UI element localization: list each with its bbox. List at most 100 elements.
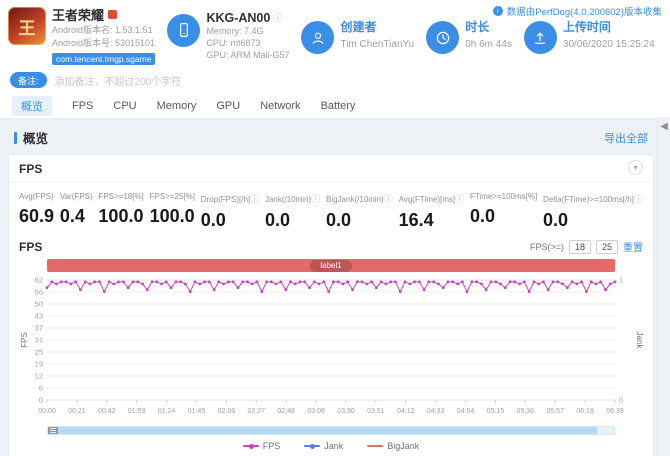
app-name: 王者荣耀: [52, 8, 105, 24]
banner-label: label1: [310, 259, 352, 272]
stat-value: 60.9: [19, 206, 55, 226]
device-model: KKG-AN00: [206, 10, 271, 25]
y-axis-tick-label: 50: [35, 300, 43, 309]
x-axis-tick-label: 04:54: [457, 408, 475, 415]
right-collapse-rail: ◀: [657, 117, 670, 456]
app-info-block: 王 王者荣耀 Android版本名: 1.53.1.51 Android版本号:…: [8, 5, 156, 66]
tab-memory[interactable]: Memory: [156, 99, 197, 112]
fps-chart-area: 62 56 50 43 37 31 25 19 12 6 0 1 0 00:00 00:21 00:42 01:…: [9, 274, 653, 424]
note-input[interactable]: 添加备注，不超过200个字符: [54, 76, 182, 88]
stat-value: 100.0: [98, 206, 144, 226]
chart-legend: FPS Jank BigJank: [9, 435, 653, 456]
y-axis-tick-label: 43: [35, 312, 43, 321]
scrollbar-handle[interactable]: [58, 427, 598, 434]
tab-gpu[interactable]: GPU: [216, 99, 241, 112]
legend-bigjank[interactable]: BigJank: [367, 441, 419, 451]
y-axis-tick-label: 62: [35, 276, 43, 285]
tab-network[interactable]: Network: [260, 99, 301, 112]
x-axis-tick-label: 05:15: [487, 408, 505, 415]
y-axis-tick-label: 12: [35, 372, 43, 381]
legend-fps[interactable]: FPS: [242, 441, 281, 451]
collect-info: i 数据由PerfDog(4.0.200602)版本收集: [492, 4, 662, 18]
x-axis-tick-label: 00:42: [98, 408, 116, 415]
stat-label: Drop(FPS)[/h]ⓘ: [200, 194, 260, 204]
reset-link[interactable]: 重置: [623, 243, 643, 254]
info-icon[interactable]: ⓘ: [633, 194, 643, 204]
collapse-chevron-icon[interactable]: ▾: [628, 160, 643, 175]
stat-value: 0.0: [264, 210, 290, 230]
tab-fps[interactable]: FPS: [72, 99, 94, 112]
legend-marker-icon: [304, 443, 321, 449]
stat-label: Var(FPS): [59, 192, 93, 201]
x-axis-tick-label: 02:06: [218, 408, 236, 415]
stat-label: BigJank(/10min)ⓘ: [326, 194, 393, 204]
y-axis-tick-label: 0: [39, 396, 43, 405]
fps-card-title: FPS: [19, 162, 43, 176]
x-axis-tick-label: 04:12: [397, 408, 415, 415]
legend-label: FPS: [262, 441, 281, 451]
y-axis-tick-label: 6: [39, 384, 43, 393]
collect-info-text: 数据由PerfDog(4.0.200602)版本收集: [506, 7, 662, 18]
section-title: 概览: [23, 132, 49, 146]
legend-jank[interactable]: Jank: [304, 441, 343, 451]
app-icon: 王: [8, 7, 46, 46]
x-axis-tick-label: 05:57: [546, 408, 564, 415]
stat-value: 0.4: [59, 206, 85, 226]
info-icon[interactable]: ⓘ: [311, 194, 321, 204]
stat-bigjank-10min: BigJank(/10min)ⓘ 0.0: [326, 192, 393, 231]
stat-label: FPS>=18[%]: [98, 192, 144, 201]
legend-marker-icon: [367, 445, 384, 447]
section-accent-bar: [14, 131, 17, 144]
clock-icon: [426, 21, 460, 54]
x-axis-tick-label: 01:03: [128, 408, 146, 415]
scrollbar-grip-icon[interactable]: [48, 427, 58, 434]
fps-chart-title: FPS: [19, 239, 43, 254]
collapse-left-arrow-icon[interactable]: ◀: [660, 121, 668, 132]
stat-ftime-100ms: FTime>=100ms[%] 0.0: [470, 192, 537, 231]
chart-annotation-banner: label1: [47, 259, 615, 272]
x-axis-tick-label: 01:45: [188, 408, 206, 415]
fps-threshold-low-input[interactable]: 18: [569, 239, 591, 254]
right-axis-title: Jank: [635, 332, 643, 350]
stat-label: Avg(FTime)[ms]ⓘ: [398, 194, 465, 204]
x-axis-tick-label: 02:27: [247, 408, 265, 415]
duration-label: 时长: [465, 20, 490, 34]
device-info-icon[interactable]: ⓘ: [273, 13, 283, 24]
stat-avg-ftime-ms: Avg(FTime)[ms]ⓘ 16.4: [399, 192, 464, 231]
fps-chart-header: FPS FPS(>=) 18 25 重置: [9, 235, 653, 256]
app-badge-icon: [108, 10, 118, 20]
fps-card: FPS ▾ Avg(FPS) 60.9 Var(FPS) 0.4 FPS>=18[%] 1…: [8, 154, 654, 456]
y-axis-tick-label: 31: [35, 336, 43, 345]
tab-battery[interactable]: Battery: [320, 99, 356, 112]
app-package-tag: com.tencent.tmgp.sgame: [52, 52, 156, 65]
creator-value: Tim ChenTianYu: [340, 39, 415, 50]
upload-time-value: 30/06/2020 15:25:24: [562, 39, 655, 50]
stat-jank-10min: Jank(/10min)ⓘ 0.0: [265, 192, 320, 231]
chart-range-scrollbar[interactable]: [47, 426, 615, 435]
info-icon[interactable]: ⓘ: [383, 194, 393, 204]
tab-overview[interactable]: 概览: [12, 95, 52, 116]
person-icon: [301, 21, 335, 54]
duration-block: 时长 0h 6m 44s: [426, 18, 512, 54]
tab-cpu[interactable]: CPU: [113, 99, 137, 112]
device-info-block: KKG-AN00 ⓘ Memory: 7.4G CPU: mt6873 GPU:…: [167, 11, 289, 61]
fps-line-series: [46, 281, 616, 293]
fps-card-header: FPS ▾: [9, 155, 653, 183]
stat-fps-18: FPS>=18[%] 100.0: [98, 192, 143, 231]
x-axis-tick-label: 00:00: [38, 408, 56, 415]
stat-label: FPS>=25[%]: [149, 192, 195, 201]
x-axis-tick-label: 03:30: [337, 408, 355, 415]
stat-value: 16.4: [398, 210, 434, 230]
export-all-link[interactable]: 导出全部: [604, 132, 648, 145]
x-axis-tick-label: 03:09: [307, 408, 325, 415]
upload-time-block: 上传时间 30/06/2020 15:25:24: [523, 18, 655, 54]
fps-chart-svg[interactable]: 62 56 50 43 37 31 25 19 12 6 0 1 0 00:00 00:21 00:42 01:…: [19, 274, 643, 424]
note-badge: 备注:: [10, 72, 47, 88]
fps-threshold-high-input[interactable]: 25: [596, 239, 618, 254]
info-icon[interactable]: ⓘ: [250, 194, 260, 204]
info-icon[interactable]: ⓘ: [455, 194, 465, 204]
upload-time-label: 上传时间: [562, 20, 611, 34]
stat-fps-25: FPS>=25[%] 100.0: [150, 192, 195, 231]
legend-label: Jank: [324, 441, 344, 451]
overview-section-header: 概览 导出全部: [8, 125, 654, 154]
